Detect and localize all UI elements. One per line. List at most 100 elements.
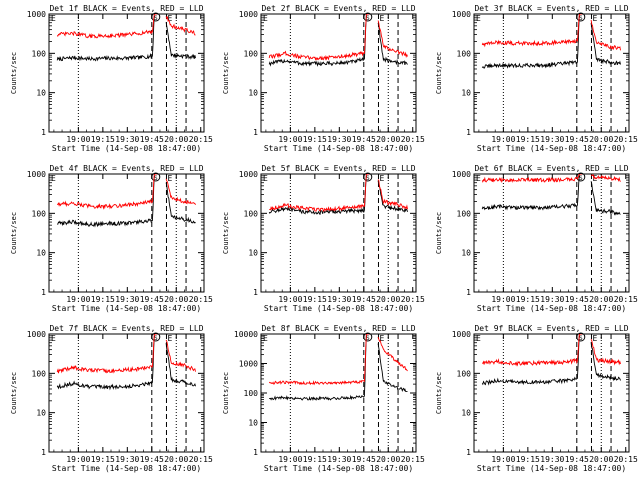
x-axis-label: Start Time (14-Sep-08 18:47:00) <box>264 464 413 473</box>
x-tick-label: 19:45 <box>140 295 164 304</box>
chart-title: Det 5f BLACK = Events, RED = LLD <box>261 164 415 173</box>
x-tick-label: 19:45 <box>140 455 164 464</box>
marker-label: E <box>51 14 56 23</box>
chart-panel-1: Det 1f BLACK = Events, RED = LLD 1 10 100 10… <box>10 4 213 153</box>
x-axis-label: Start Time (14-Sep-08 18:47:00) <box>52 304 201 313</box>
x-tick-label: 19:30 <box>115 295 139 304</box>
marker-label: E <box>476 174 481 183</box>
marker-label: S <box>154 335 158 342</box>
x-tick-label: 20:00 <box>589 455 613 464</box>
chart-title: Det 1f BLACK = Events, RED = LLD <box>49 4 203 13</box>
x-tick-label: 19:45 <box>565 135 589 144</box>
y-axis-label: Counts/sec <box>435 372 443 414</box>
chart-panel-9: Det 9f BLACK = Events, RED = LLD 1 10 100 10… <box>435 324 638 473</box>
chart-title: Det 8f BLACK = Events, RED = LLD <box>261 324 415 333</box>
chart-panel-7: Det 7f BLACK = Events, RED = LLD 1 10 100 10… <box>10 324 213 473</box>
marker-label: E <box>476 14 481 23</box>
x-tick-label: 19:00 <box>278 295 302 304</box>
x-axis-label: Start Time (14-Sep-08 18:47:00) <box>264 144 413 153</box>
x-tick-label: 20:15 <box>614 295 638 304</box>
x-tick-label: 19:00 <box>278 455 302 464</box>
y-tick-label: 1 <box>466 448 471 457</box>
y-tick-label: 100 <box>32 369 47 378</box>
series-line-lld <box>56 174 157 210</box>
y-tick-label: 1 <box>253 448 258 457</box>
x-tick-label: 20:00 <box>376 135 400 144</box>
x-tick-label: 19:45 <box>140 135 164 144</box>
series-line-events <box>57 174 157 228</box>
plot-frame <box>48 333 205 453</box>
plot-frame <box>260 173 417 293</box>
y-tick-label: 10 <box>36 409 46 418</box>
series-line-lld <box>377 20 408 59</box>
y-tick-label: 1 <box>41 288 46 297</box>
x-tick-label: 19:15 <box>516 135 540 144</box>
x-tick-label: 19:45 <box>565 455 589 464</box>
series-line-lld <box>165 15 196 36</box>
marker-label: E <box>51 174 56 183</box>
y-tick-label: 100 <box>457 369 472 378</box>
marker-circle <box>363 172 373 182</box>
plot-frame <box>473 13 630 133</box>
series-line-events <box>590 23 621 66</box>
y-tick-label: 100 <box>32 49 47 58</box>
series-line-events <box>268 174 369 215</box>
plot-frame <box>48 13 205 133</box>
y-tick-label: 1000 <box>27 330 46 339</box>
x-tick-label: 19:30 <box>327 135 351 144</box>
x-tick-label: 19:15 <box>91 295 115 304</box>
plot-frame <box>473 173 630 293</box>
marker-label: E <box>167 334 172 343</box>
x-tick-label: 19:15 <box>516 295 540 304</box>
x-tick-label: 19:45 <box>352 295 376 304</box>
marker-label: S <box>366 335 370 342</box>
chart-panel-8: Det 8f BLACK = Events, RED = LLD 1 10 100 10… <box>222 324 425 473</box>
marker-label: S <box>579 335 583 342</box>
x-axis-label: Start Time (14-Sep-08 18:47:00) <box>52 464 201 473</box>
x-tick-label: 20:15 <box>189 295 213 304</box>
plot-frame <box>473 333 630 453</box>
y-axis-label: Counts/sec <box>222 372 230 414</box>
x-tick-label: 20:15 <box>189 455 213 464</box>
y-tick-label: 10 <box>248 419 258 428</box>
series-line-events <box>481 334 582 386</box>
marker-label: E <box>476 334 481 343</box>
marker-label: E <box>592 14 597 23</box>
marker-label: S <box>366 175 370 182</box>
series-line-events <box>590 181 621 216</box>
marker-circle <box>151 332 161 342</box>
x-tick-label: 20:15 <box>401 295 425 304</box>
y-tick-label: 1 <box>253 288 258 297</box>
y-axis-label: Counts/sec <box>222 52 230 94</box>
marker-label: E <box>379 334 384 343</box>
y-tick-label: 1000 <box>452 330 471 339</box>
series-line-lld <box>377 179 408 210</box>
marker-label: S <box>579 15 583 22</box>
y-tick-label: 1 <box>41 128 46 137</box>
x-tick-label: 20:15 <box>401 455 425 464</box>
marker-label: S <box>154 175 158 182</box>
chart-panel-4: Det 4f BLACK = Events, RED = LLD 1 10 100 10… <box>10 164 213 313</box>
chart-title: Det 7f BLACK = Events, RED = LLD <box>49 324 203 333</box>
series-line-events <box>377 22 408 66</box>
y-tick-label: 10 <box>248 249 258 258</box>
x-tick-label: 19:00 <box>491 295 515 304</box>
y-tick-label: 1000 <box>239 170 258 179</box>
y-tick-label: 10 <box>461 249 471 258</box>
x-tick-label: 20:15 <box>401 135 425 144</box>
marker-label: E <box>263 14 268 23</box>
x-tick-label: 19:30 <box>327 295 351 304</box>
series-line-lld <box>269 174 369 212</box>
marker-label: S <box>366 15 370 22</box>
chart-panel-5: Det 5f BLACK = Events, RED = LLD 1 10 100 10… <box>222 164 425 313</box>
x-tick-label: 20:00 <box>376 455 400 464</box>
y-axis-label: Counts/sec <box>10 372 18 414</box>
y-tick-label: 1000 <box>239 360 258 369</box>
series-line-lld <box>481 174 582 183</box>
marker-circle <box>576 12 586 22</box>
x-tick-label: 19:45 <box>352 135 376 144</box>
x-tick-label: 20:00 <box>376 295 400 304</box>
x-tick-label: 20:00 <box>164 295 188 304</box>
marker-circle <box>363 332 373 342</box>
